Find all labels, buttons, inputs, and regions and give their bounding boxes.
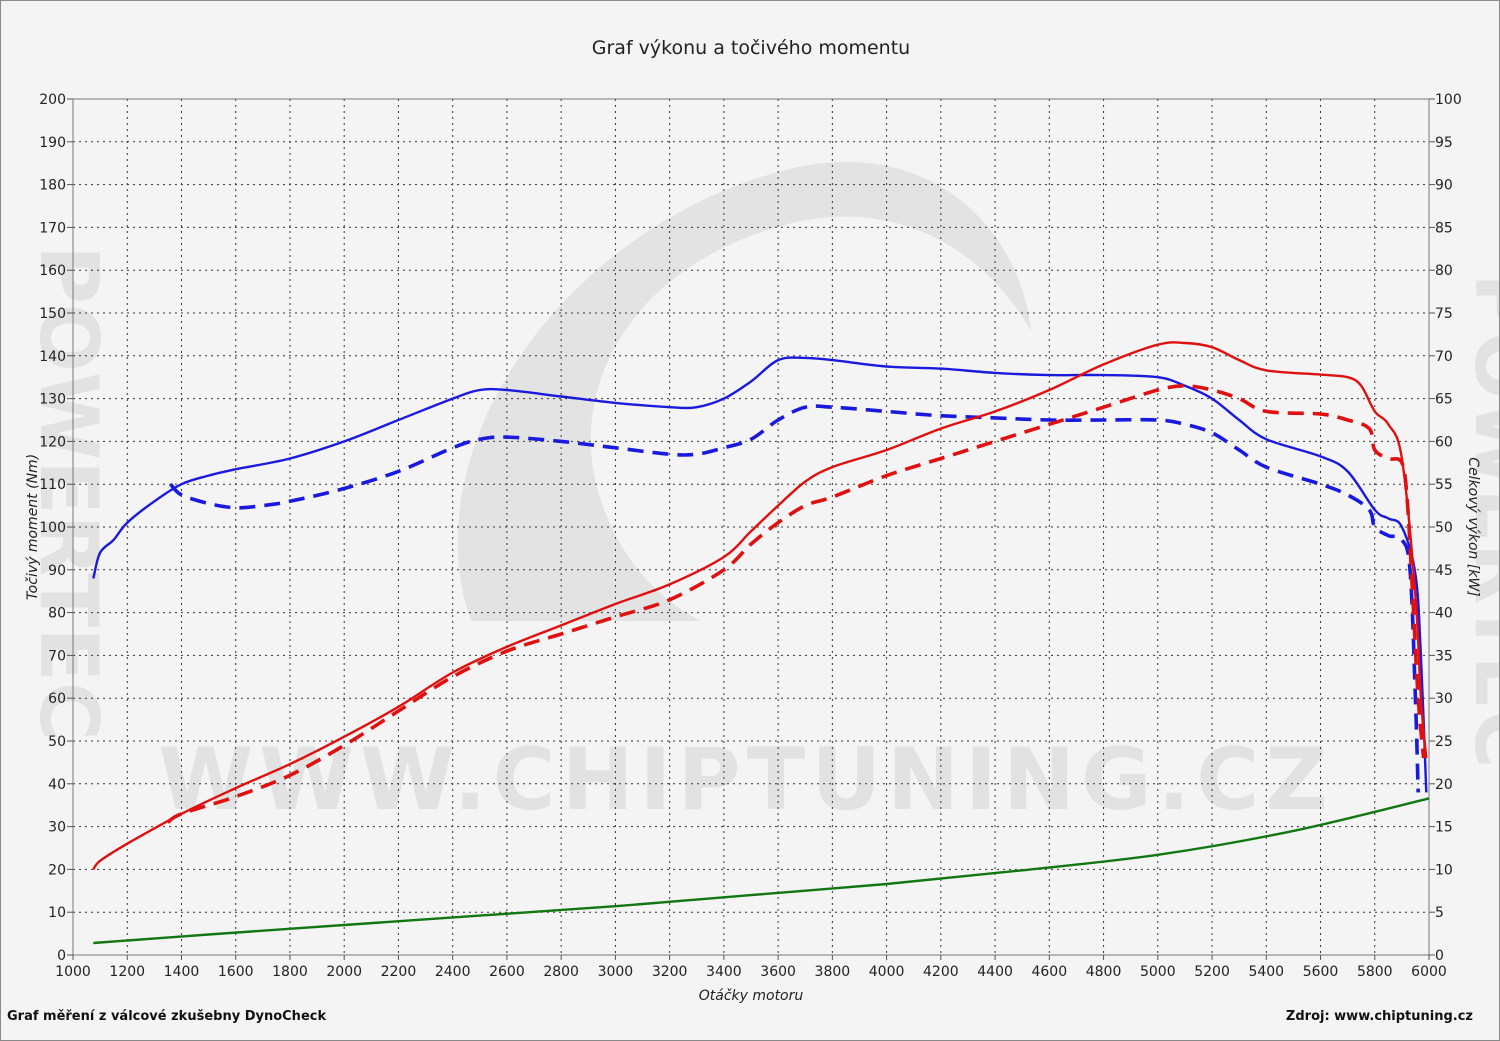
x-axis-label: Otáčky motoru: [699, 988, 804, 1004]
y-left-tick-label: 150: [39, 306, 66, 322]
x-tick-label: 1200: [109, 964, 145, 980]
y-left-tick-label: 80: [48, 606, 66, 622]
y-right-tick-label: 55: [1435, 477, 1453, 493]
x-tick-label: 2200: [381, 964, 417, 980]
watermark-main: WWW.CHIPTUNING.CZ: [158, 730, 1334, 830]
y-right-tick-label: 85: [1435, 220, 1453, 236]
y-right-tick-label: 25: [1435, 734, 1453, 750]
x-tick-label: 6000: [1411, 964, 1447, 980]
x-tick-label: 5000: [1140, 964, 1176, 980]
y-left-tick-label: 70: [48, 648, 66, 664]
y-right-axis-ticks: 0 5 10 15 20 25 30 35 40 45 50 55 60 65 70 75 80 85 90 95 10…: [1429, 92, 1462, 964]
y-right-tick-label: 65: [1435, 392, 1453, 408]
y-right-tick-label: 45: [1435, 563, 1453, 579]
series-group: [92, 341, 1430, 945]
y-left-tick-label: 130: [39, 392, 66, 408]
y-left-tick-label: 60: [48, 691, 66, 707]
y-right-tick-label: 20: [1435, 777, 1453, 793]
x-tick-label: 1800: [272, 964, 308, 980]
watermark-side-left: POWERTEC: [22, 245, 115, 740]
watermark-group: POWERTEC POWERTEC WWW.CHIPTUNING.CZ: [22, 161, 1499, 830]
y-right-tick-label: 60: [1435, 434, 1453, 450]
chart-title: Graf výkonu a točivého momentu: [592, 37, 910, 59]
x-tick-label: 5800: [1357, 964, 1393, 980]
x-tick-label: 3800: [815, 964, 851, 980]
x-tick-label: 1000: [55, 964, 91, 980]
torque-tuned-line: [92, 356, 1428, 793]
y-right-tick-label: 95: [1435, 135, 1453, 151]
y-left-tick-label: 190: [39, 135, 66, 151]
x-tick-label: 5600: [1303, 964, 1339, 980]
y-left-tick-label: 30: [48, 820, 66, 836]
x-tick-label: 2400: [435, 964, 471, 980]
x-tick-label: 4800: [1086, 964, 1122, 980]
x-tick-label: 4000: [869, 964, 905, 980]
y-right-axis-label: Celkový výkon [kW]: [1465, 457, 1481, 596]
y-right-tick-label: 5: [1435, 905, 1444, 921]
x-tick-label: 3200: [652, 964, 688, 980]
x-tick-label: 1400: [164, 964, 200, 980]
x-tick-label: 1600: [218, 964, 254, 980]
x-tick-label: 2000: [326, 964, 362, 980]
x-tick-label: 2600: [489, 964, 525, 980]
y-right-tick-label: 80: [1435, 263, 1453, 279]
x-axis-ticks: 1000 1200 1400 1600 1800 2000 2200 2400 2600 2800…: [55, 955, 1447, 980]
y-left-tick-label: 0: [57, 948, 66, 964]
y-left-tick-label: 200: [39, 92, 66, 108]
y-left-tick-label: 110: [39, 477, 66, 493]
y-left-tick-label: 40: [48, 777, 66, 793]
x-tick-label: 4400: [977, 964, 1013, 980]
y-right-tick-label: 50: [1435, 520, 1453, 536]
y-left-axis-label: Točivý moment (Nm): [25, 454, 41, 600]
power-tuned-line: [92, 341, 1428, 871]
x-tick-label: 4600: [1031, 964, 1067, 980]
y-right-tick-label: 15: [1435, 820, 1453, 836]
watermark-swoosh: [457, 161, 1032, 621]
y-right-tick-label: 100: [1435, 92, 1462, 108]
y-left-tick-label: 160: [39, 263, 66, 279]
y-right-tick-label: 75: [1435, 306, 1453, 322]
y-left-tick-label: 140: [39, 349, 66, 365]
y-left-tick-label: 170: [39, 220, 66, 236]
y-left-tick-label: 20: [48, 862, 66, 878]
x-tick-label: 5200: [1194, 964, 1230, 980]
footer-source-note: Graf měření z válcové zkušebny DynoCheck: [7, 1009, 326, 1024]
x-tick-label: 3600: [760, 964, 796, 980]
x-tick-label: 3000: [598, 964, 634, 980]
y-left-tick-label: 100: [39, 520, 66, 536]
y-right-tick-label: 10: [1435, 862, 1453, 878]
y-right-tick-label: 70: [1435, 349, 1453, 365]
x-tick-label: 3400: [706, 964, 742, 980]
grid: [73, 99, 1429, 955]
y-right-tick-label: 90: [1435, 178, 1453, 194]
y-right-tick-label: 35: [1435, 648, 1453, 664]
x-tick-label: 2800: [543, 964, 579, 980]
torque-stock-line: [169, 404, 1420, 793]
y-right-tick-label: 0: [1435, 948, 1444, 964]
x-tick-label: 4200: [923, 964, 959, 980]
power-stock-line: [166, 384, 1426, 824]
y-left-axis-ticks: 0 10 20 30 40 50 60 70 80 90 100 110 120 130 140 150 160…: [39, 92, 73, 964]
x-tick-label: 5400: [1248, 964, 1284, 980]
y-left-tick-label: 90: [48, 563, 66, 579]
footer-source-link: Zdroj: www.chiptuning.cz: [1286, 1009, 1473, 1024]
y-right-tick-label: 30: [1435, 691, 1453, 707]
y-left-tick-label: 120: [39, 434, 66, 450]
y-left-tick-label: 180: [39, 178, 66, 194]
y-left-tick-label: 50: [48, 734, 66, 750]
loss-power-line: [93, 797, 1430, 945]
y-left-tick-label: 10: [48, 905, 66, 921]
y-right-tick-label: 40: [1435, 606, 1453, 622]
watermark-side-right: POWERTEC: [1457, 273, 1499, 768]
